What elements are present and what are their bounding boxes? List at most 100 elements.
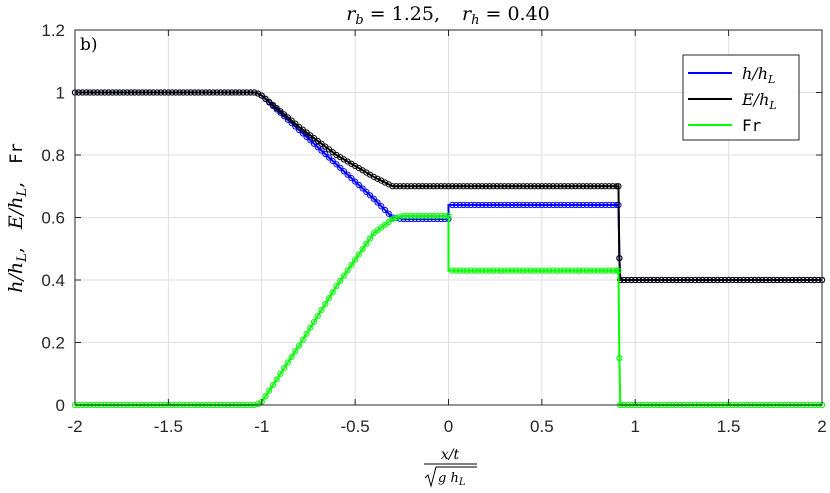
data-point (497, 267, 504, 274)
data-point (329, 157, 336, 165)
legend-label: Fr (742, 116, 762, 135)
data-point (770, 276, 777, 284)
data-point (497, 201, 504, 209)
data-point (281, 365, 288, 372)
data-point (616, 255, 623, 262)
x-tick-label: 1 (631, 417, 640, 436)
data-point (695, 276, 702, 284)
data-point (516, 267, 523, 274)
data-point (535, 201, 542, 209)
data-point (172, 89, 179, 96)
data-point (464, 267, 471, 274)
data-point (456, 267, 463, 274)
sqrt-sign (424, 466, 477, 488)
data-point (318, 147, 325, 154)
data-point (751, 276, 758, 284)
legend-label: E/hL (741, 90, 777, 112)
data-point (359, 245, 366, 253)
data-point (266, 98, 273, 105)
data-point (258, 92, 265, 99)
data-point (725, 276, 732, 284)
data-point (460, 267, 467, 274)
data-point (176, 89, 183, 96)
data-point (542, 183, 549, 190)
data-point (523, 267, 531, 274)
data-point (109, 89, 116, 96)
data-point (516, 183, 523, 190)
x-axis-label: x/t g hL (424, 447, 477, 488)
data-point (325, 295, 333, 302)
data-point (374, 175, 381, 182)
data-point (183, 89, 191, 96)
data-point (251, 89, 258, 96)
data-point (269, 101, 277, 109)
data-point (527, 201, 534, 209)
data-point (557, 183, 564, 190)
data-point (583, 267, 590, 274)
data-point (497, 183, 504, 190)
data-point (434, 183, 441, 190)
data-point (400, 183, 407, 190)
data-point (747, 276, 755, 284)
y-tick-label: 0 (56, 396, 65, 415)
data-point (452, 183, 460, 190)
data-point (594, 183, 602, 190)
data-point (124, 89, 131, 96)
data-point (460, 201, 467, 209)
data-point (531, 201, 538, 209)
data-point (355, 251, 362, 258)
data-point (303, 133, 310, 140)
data-point (568, 267, 575, 274)
data-point (202, 89, 209, 96)
data-point (348, 175, 355, 182)
data-point (579, 267, 587, 274)
data-point (322, 150, 329, 158)
data-point (531, 267, 538, 274)
data-point (441, 212, 448, 220)
data-point (378, 177, 385, 184)
x-tick-label: 0 (444, 417, 453, 436)
data-point (654, 276, 661, 284)
y-tick-label: 0.2 (41, 334, 65, 353)
series-line (75, 91, 822, 281)
data-point (187, 89, 194, 96)
data-point (471, 183, 478, 190)
x-tick-label: 2 (817, 417, 826, 436)
data-point (781, 276, 788, 284)
data-point (157, 89, 164, 96)
data-point (169, 89, 176, 96)
data-point (553, 201, 560, 209)
legend-label: h/hL (742, 64, 775, 86)
data-point (161, 89, 168, 96)
data-point (650, 276, 658, 284)
data-point (284, 359, 291, 366)
data-point (408, 183, 415, 190)
data-point (445, 183, 452, 190)
data-point (546, 201, 553, 209)
data-point (572, 201, 579, 209)
data-point (479, 267, 486, 274)
data-point (549, 267, 557, 274)
data-point (340, 168, 348, 175)
data-point (606, 183, 613, 190)
data-point (803, 276, 811, 284)
data-point (385, 181, 392, 188)
data-point (456, 183, 463, 190)
data-point (236, 89, 243, 96)
data-point (142, 89, 150, 96)
data-point (150, 89, 157, 96)
data-point (486, 183, 493, 190)
data-point (490, 183, 497, 190)
data-point (393, 214, 400, 221)
data-point (475, 183, 482, 190)
data-point (213, 89, 221, 96)
data-point (482, 201, 489, 209)
data-point (86, 89, 94, 96)
data-point (482, 267, 489, 274)
data-point (587, 183, 594, 190)
data-point (243, 89, 250, 96)
data-point (105, 89, 112, 96)
data-point (422, 183, 430, 190)
data-point (467, 267, 475, 274)
